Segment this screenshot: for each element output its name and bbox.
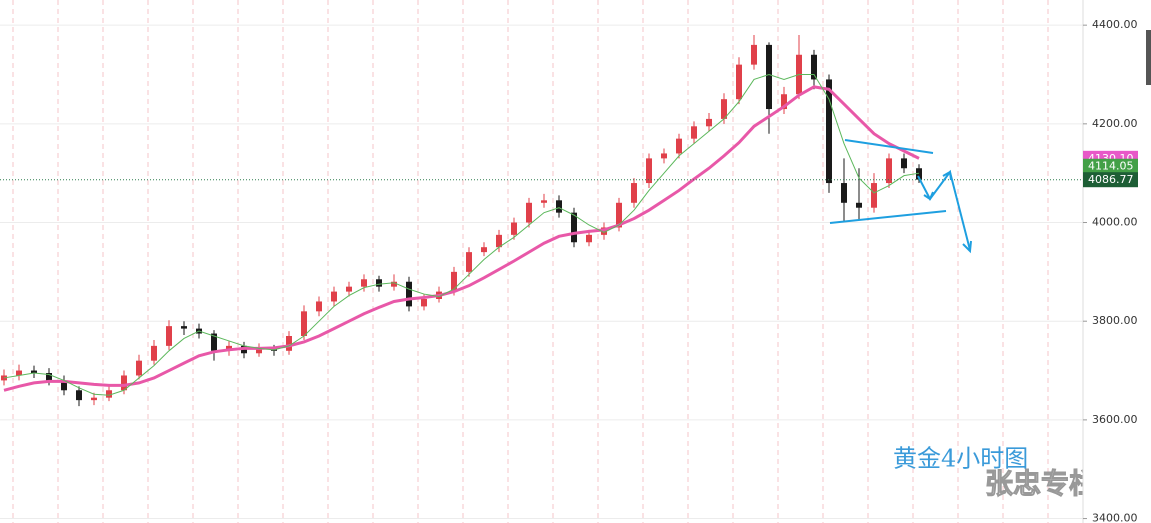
y-tick-label: 3400.00 (1092, 512, 1138, 523)
y-tick-label: 4000.00 (1092, 216, 1138, 229)
candle-body (376, 279, 382, 287)
candle-body (571, 212, 577, 243)
candle-body (316, 301, 322, 312)
candle-body (181, 326, 187, 329)
candle-body (706, 118, 712, 127)
candle-body (751, 44, 757, 65)
candle-body (331, 291, 337, 302)
candle-body (151, 345, 157, 361)
candle-body (541, 200, 547, 203)
scrollbar (1146, 30, 1151, 85)
price-tag (1083, 172, 1138, 188)
candle-body (481, 247, 487, 253)
candle-body (301, 311, 307, 337)
watermark: 黄金4小时图 (893, 445, 1028, 473)
price-tag-label: 4114.05 (1088, 160, 1134, 173)
candle-body (391, 281, 397, 287)
candle-body (736, 64, 742, 100)
candle-body (496, 234, 502, 248)
y-tick-label: 3800.00 (1092, 314, 1138, 327)
candle-body (856, 202, 862, 208)
candle-body (526, 202, 532, 223)
candle-body (511, 222, 517, 235)
candle-body (721, 99, 727, 119)
candle-body (811, 54, 817, 80)
candle-body (766, 44, 772, 110)
candle-body (781, 94, 787, 110)
candle-body (616, 202, 622, 228)
candle-body (91, 397, 97, 401)
candle-body (646, 158, 652, 184)
candle-body (586, 234, 592, 243)
trend-line (844, 139, 934, 154)
candle-body (631, 183, 637, 203)
candle-body (256, 348, 262, 354)
candle-body (211, 333, 217, 351)
forecast-arrow (917, 169, 971, 251)
price-axis (1083, 0, 1151, 523)
candle-body (136, 360, 142, 376)
candle-body (901, 158, 907, 169)
trend-annotation (829, 139, 972, 254)
candle-body (346, 286, 352, 292)
arrow-head (923, 191, 934, 201)
candle-body (76, 390, 82, 401)
trend-line (829, 210, 947, 224)
candle-body (466, 252, 472, 272)
candle-body (61, 380, 67, 391)
candle-body (691, 126, 697, 139)
candle-body (871, 183, 877, 208)
price-tag (1083, 158, 1138, 174)
candle-body (31, 370, 37, 374)
price-tag-label: 4086.77 (1088, 173, 1134, 186)
candle-body (916, 168, 922, 180)
candle-body (841, 183, 847, 203)
arrow-head (942, 170, 952, 181)
candle-body (16, 370, 22, 376)
candle-body (451, 271, 457, 292)
y-tick-label: 3600.00 (1092, 413, 1138, 426)
moving-average (3, 73, 920, 396)
price-axis-labels: 3400.00 3600.00 3800.00 4000.00 4200.00 4400.… (1083, 18, 1138, 523)
plot (0, 35, 1083, 407)
moving-average (3, 85, 920, 392)
candle-body (886, 158, 892, 184)
candle-body (166, 326, 172, 346)
candle-body (826, 79, 832, 184)
candle-body (676, 138, 682, 154)
candle-body (106, 390, 112, 398)
candle-body (421, 298, 427, 307)
arrow-head (962, 240, 972, 254)
candle-body (121, 375, 127, 391)
watermark: 张忠专栏 (985, 467, 1097, 500)
grid (0, 0, 1083, 523)
candle-body (556, 200, 562, 213)
y-tick-label: 4400.00 (1092, 18, 1138, 31)
candle-body (286, 336, 292, 351)
candle-body (406, 281, 412, 307)
candle-body (46, 373, 52, 381)
candle-body (661, 153, 667, 159)
y-tick-label: 4200.00 (1092, 117, 1138, 130)
candle-body (361, 279, 367, 287)
